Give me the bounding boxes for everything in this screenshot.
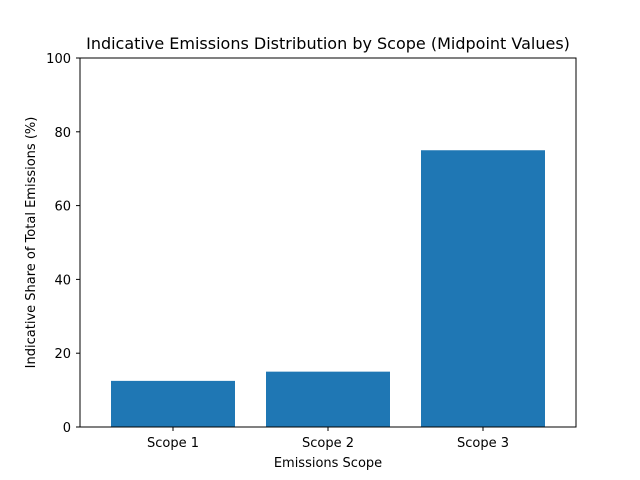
x-axis-label: Emissions Scope [274, 456, 382, 471]
y-tick-label: 60 [54, 200, 71, 215]
x-axis: Scope 1 Scope 2 Scope 3 [147, 427, 509, 451]
x-tick-label: Scope 3 [457, 436, 509, 451]
y-tick-label: 20 [54, 347, 71, 362]
y-tick-label: 0 [63, 421, 71, 436]
chart-title: Indicative Emissions Distribution by Sco… [86, 34, 570, 53]
y-axis: 0 20 40 60 80 100 [46, 52, 80, 436]
y-axis-label: Indicative Share of Total Emissions (%) [24, 117, 39, 369]
y-tick-label: 40 [54, 273, 71, 288]
x-tick-label: Scope 2 [302, 436, 354, 451]
bars-group [111, 150, 545, 427]
bar [421, 150, 545, 427]
x-tick-label: Scope 1 [147, 436, 199, 451]
bar [266, 371, 390, 427]
y-tick-label: 80 [54, 126, 71, 141]
y-tick-label: 100 [46, 52, 71, 67]
bar [111, 380, 235, 427]
